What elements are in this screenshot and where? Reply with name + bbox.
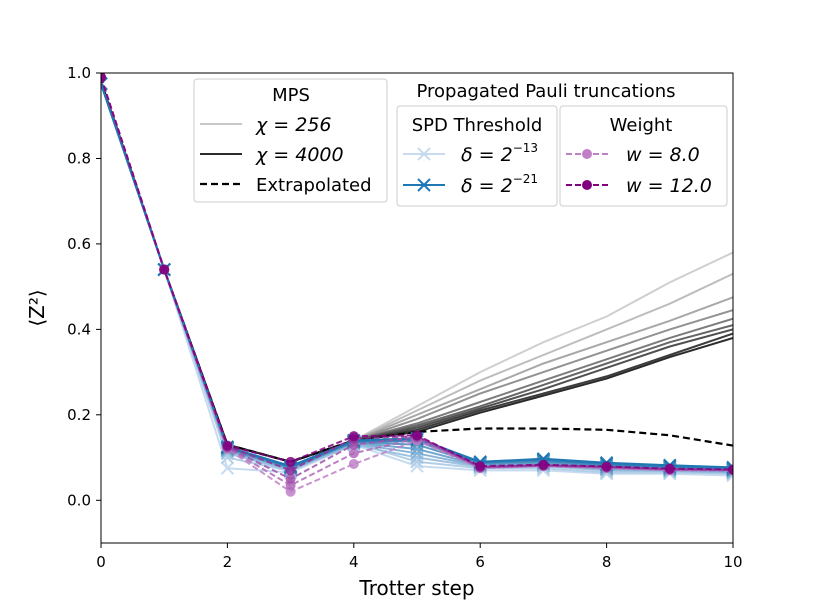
- series-layer: [101, 73, 733, 497]
- data-point-circle-marker: [412, 430, 422, 441]
- data-point-circle-marker: [664, 463, 675, 474]
- legend-label-extrapolated: Extrapolated: [256, 175, 372, 196]
- data-point-x-marker: [220, 461, 235, 475]
- legend-label-w-8: w = 8.0: [626, 144, 700, 166]
- data-point-circle-marker: [728, 464, 733, 475]
- y-tick-label: 0.6: [67, 235, 91, 253]
- data-point-circle-marker: [475, 461, 486, 472]
- data-point-circle-marker: [538, 459, 549, 470]
- legend-spd-frame: [396, 105, 558, 207]
- plot-frame: [100, 72, 734, 544]
- legend-mps-frame: [193, 78, 388, 203]
- y-tick-label: 0.0: [67, 492, 91, 510]
- x-axis-label: Trotter step: [358, 576, 474, 600]
- data-point-circle-marker: [348, 458, 359, 469]
- y-axis-label: ⟨Z²⟩: [25, 289, 49, 326]
- legend-label-w-12: w = 12.0: [626, 175, 712, 197]
- data-point-circle-marker: [222, 440, 233, 451]
- data-point-circle-marker: [101, 73, 106, 83]
- legend-pauli-title: Propagated Pauli truncations: [416, 81, 675, 102]
- legend-label-spd-13: δ = 2−13: [461, 141, 538, 166]
- legend-spd: SPD Threshold δ = 2−13 δ = 2−21: [396, 105, 558, 207]
- legend-label-spd-21: δ = 2−21: [461, 172, 538, 197]
- y-tick-label: 0.8: [67, 150, 91, 168]
- x-tick-label: 2: [223, 553, 233, 571]
- legend-weight-frame: [559, 105, 728, 207]
- y-tick-label: 0.2: [67, 406, 91, 424]
- x-axis: 0 2 4 6 8 10 Trotter step: [96, 543, 743, 600]
- data-point-circle-marker: [285, 473, 296, 484]
- data-point-circle-marker: [159, 264, 170, 275]
- data-point-circle-marker: [348, 431, 359, 442]
- data-point-circle-marker: [285, 465, 296, 476]
- x-tick-label: 10: [723, 553, 742, 571]
- data-point-circle-marker: [348, 448, 359, 459]
- y-tick-label: 1.0: [67, 64, 91, 82]
- data-point-circle-marker: [285, 456, 296, 467]
- legend-marker-w-12: [582, 180, 592, 190]
- x-tick-label: 0: [96, 553, 106, 571]
- legend-marker-w-8: [582, 149, 592, 159]
- x-tick-label: 6: [475, 553, 485, 571]
- y-tick-label: 0.4: [67, 321, 91, 339]
- legend-marker-spd-13: [417, 147, 431, 161]
- x-tick-label: 8: [602, 553, 612, 571]
- legend-marker-spd-21: [417, 178, 431, 192]
- data-point-circle-marker: [601, 461, 612, 472]
- legend-label-chi-256: χ = 256: [255, 114, 332, 136]
- legend-weight-title: Weight: [610, 115, 673, 136]
- legend-weight: Weight w = 8.0 w = 12.0: [559, 105, 728, 207]
- legend-mps-title: MPS: [272, 85, 310, 106]
- series-weight-w-12-0: [101, 73, 733, 475]
- y-axis: 0.0 0.2 0.4 0.6 0.8 1.0 ⟨Z²⟩: [25, 64, 101, 510]
- legend-spd-title: SPD Threshold: [412, 115, 543, 136]
- legend-mps: MPS χ = 256 χ = 4000 Extrapolated: [193, 78, 388, 203]
- legend-label-chi-4000: χ = 4000: [255, 144, 344, 166]
- x-tick-label: 4: [349, 553, 359, 571]
